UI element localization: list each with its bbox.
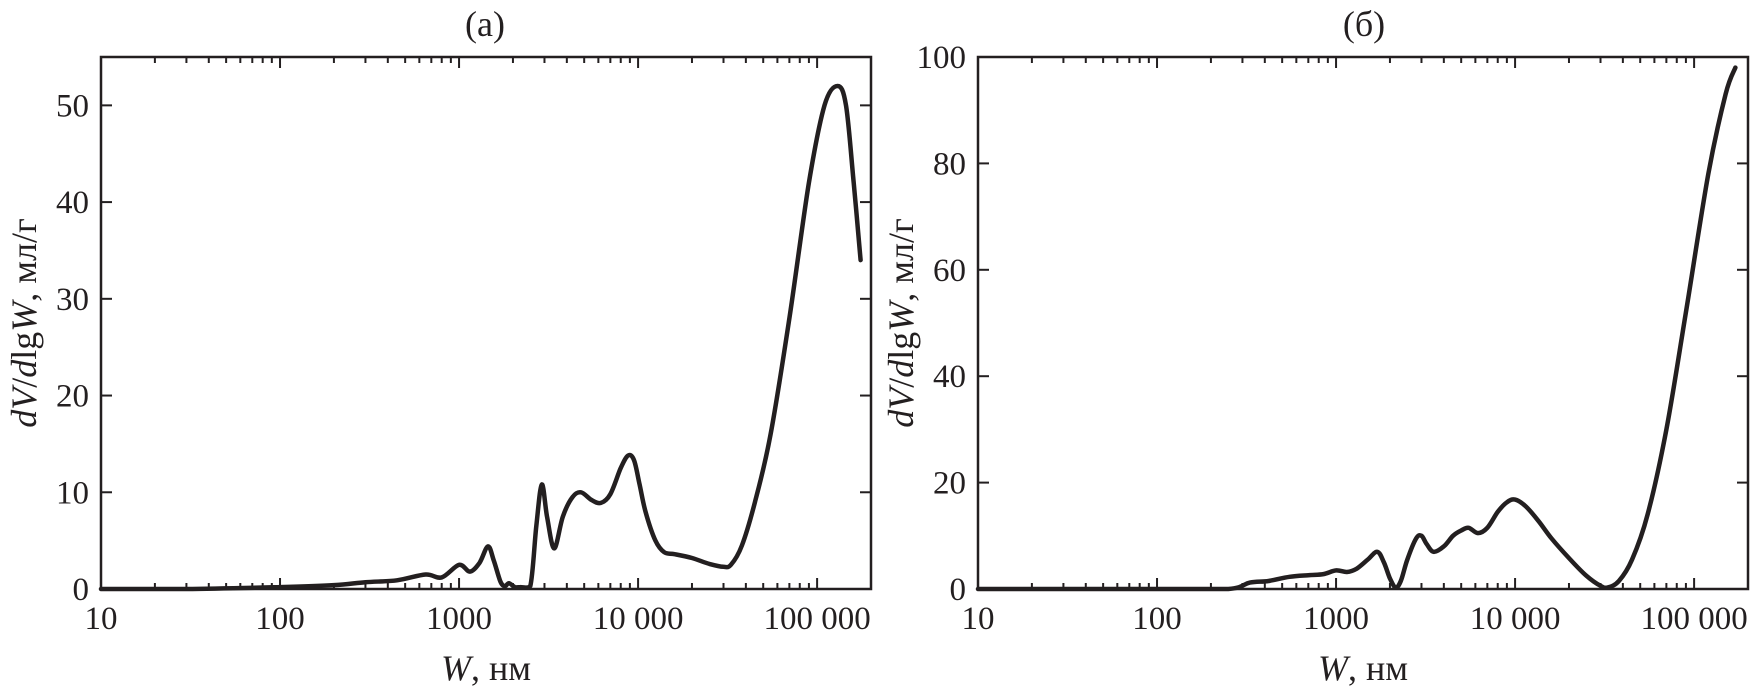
series-line (98, 83, 863, 592)
x-tick-label: 1000 (426, 601, 492, 637)
y-tick-label: 0 (73, 572, 90, 608)
x-tick-label: 100 (1132, 601, 1182, 637)
x-axis-label: W, нм (441, 648, 531, 688)
y-tick-label: 60 (933, 253, 966, 289)
chart-title: (б) (1343, 4, 1385, 44)
y-tick-label: 30 (56, 282, 89, 318)
y-tick-label: 50 (56, 88, 89, 124)
y-axis-ticks: 0 20 40 60 80 100 (917, 40, 1748, 608)
y-tick-label: 20 (933, 466, 966, 502)
x-tick-label: 10 (962, 601, 995, 637)
y-axis-ticks: 0 10 20 30 40 50 (56, 88, 871, 608)
chart-title: (а) (465, 4, 505, 44)
y-tick-label: 20 (56, 379, 89, 415)
y-axis-label: dV/dlgW, мл/г (4, 218, 44, 428)
y-tick-label: 10 (56, 475, 89, 511)
x-tick-label: 1000 (1303, 601, 1369, 637)
plot-frame (99, 55, 873, 591)
x-tick-label: 10 000 (1470, 601, 1561, 637)
x-tick-label: 10 (85, 601, 118, 637)
plot-frame (976, 55, 1750, 591)
x-axis-ticks: 10 100 1000 10 000 100 000 (85, 57, 872, 637)
y-tick-label: 40 (56, 185, 89, 221)
y-axis-label: dV/dlgW, мл/г (881, 218, 921, 428)
x-tick-label: 100 (255, 601, 305, 637)
x-axis-ticks: 10 100 1000 10 000 100 000 (962, 57, 1749, 637)
x-axis-label: W, нм (1318, 648, 1408, 688)
series-line (975, 65, 1738, 592)
x-tick-label: 100 000 (763, 601, 870, 637)
y-tick-label: 100 (917, 40, 967, 76)
y-tick-label: 40 (933, 359, 966, 395)
x-tick-label: 10 000 (593, 601, 684, 637)
y-tick-label: 80 (933, 146, 966, 182)
x-tick-label: 100 000 (1640, 601, 1747, 637)
y-tick-label: 0 (950, 572, 967, 608)
